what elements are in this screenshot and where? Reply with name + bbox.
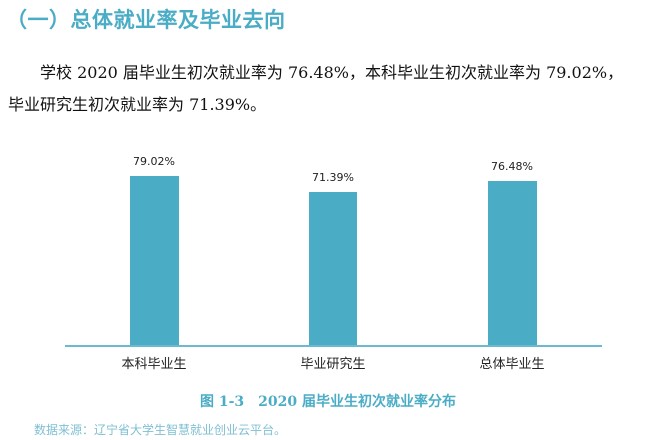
bar-graduate <box>309 192 357 345</box>
bar-undergrad <box>130 176 179 345</box>
bar-overall <box>488 181 537 345</box>
section-heading: （一）总体就业率及毕业去向 <box>6 8 286 32</box>
paragraph-line-2: 毕业研究生初次就业率为 71.39%。 <box>8 95 267 114</box>
figure-title: 2020 届毕业生初次就业率分布 <box>258 394 457 410</box>
category-label-graduate: 毕业研究生 <box>300 357 366 372</box>
category-label-undergrad: 本科毕业生 <box>121 357 187 372</box>
figure-caption: 图 1-3 2020 届毕业生初次就业率分布 <box>200 391 456 411</box>
bar-chart: 79.02% 71.39% 76.48% 本科毕业生 毕业研究生 总体毕业生 <box>0 140 650 380</box>
paragraph-line-1: 学校 2020 届毕业生初次就业率为 76.48%，本科毕业生初次就业率为 79… <box>40 63 624 82</box>
figure-number: 图 1-3 <box>200 394 245 410</box>
data-source-note: 数据来源：辽宁省大学生智慧就业创业云平台。 <box>34 423 287 437</box>
value-label-graduate: 71.39% <box>312 171 354 184</box>
value-label-undergrad: 79.02% <box>133 155 175 168</box>
value-label-overall: 76.48% <box>491 160 533 173</box>
x-axis-line <box>65 345 602 347</box>
category-label-overall: 总体毕业生 <box>479 357 545 372</box>
